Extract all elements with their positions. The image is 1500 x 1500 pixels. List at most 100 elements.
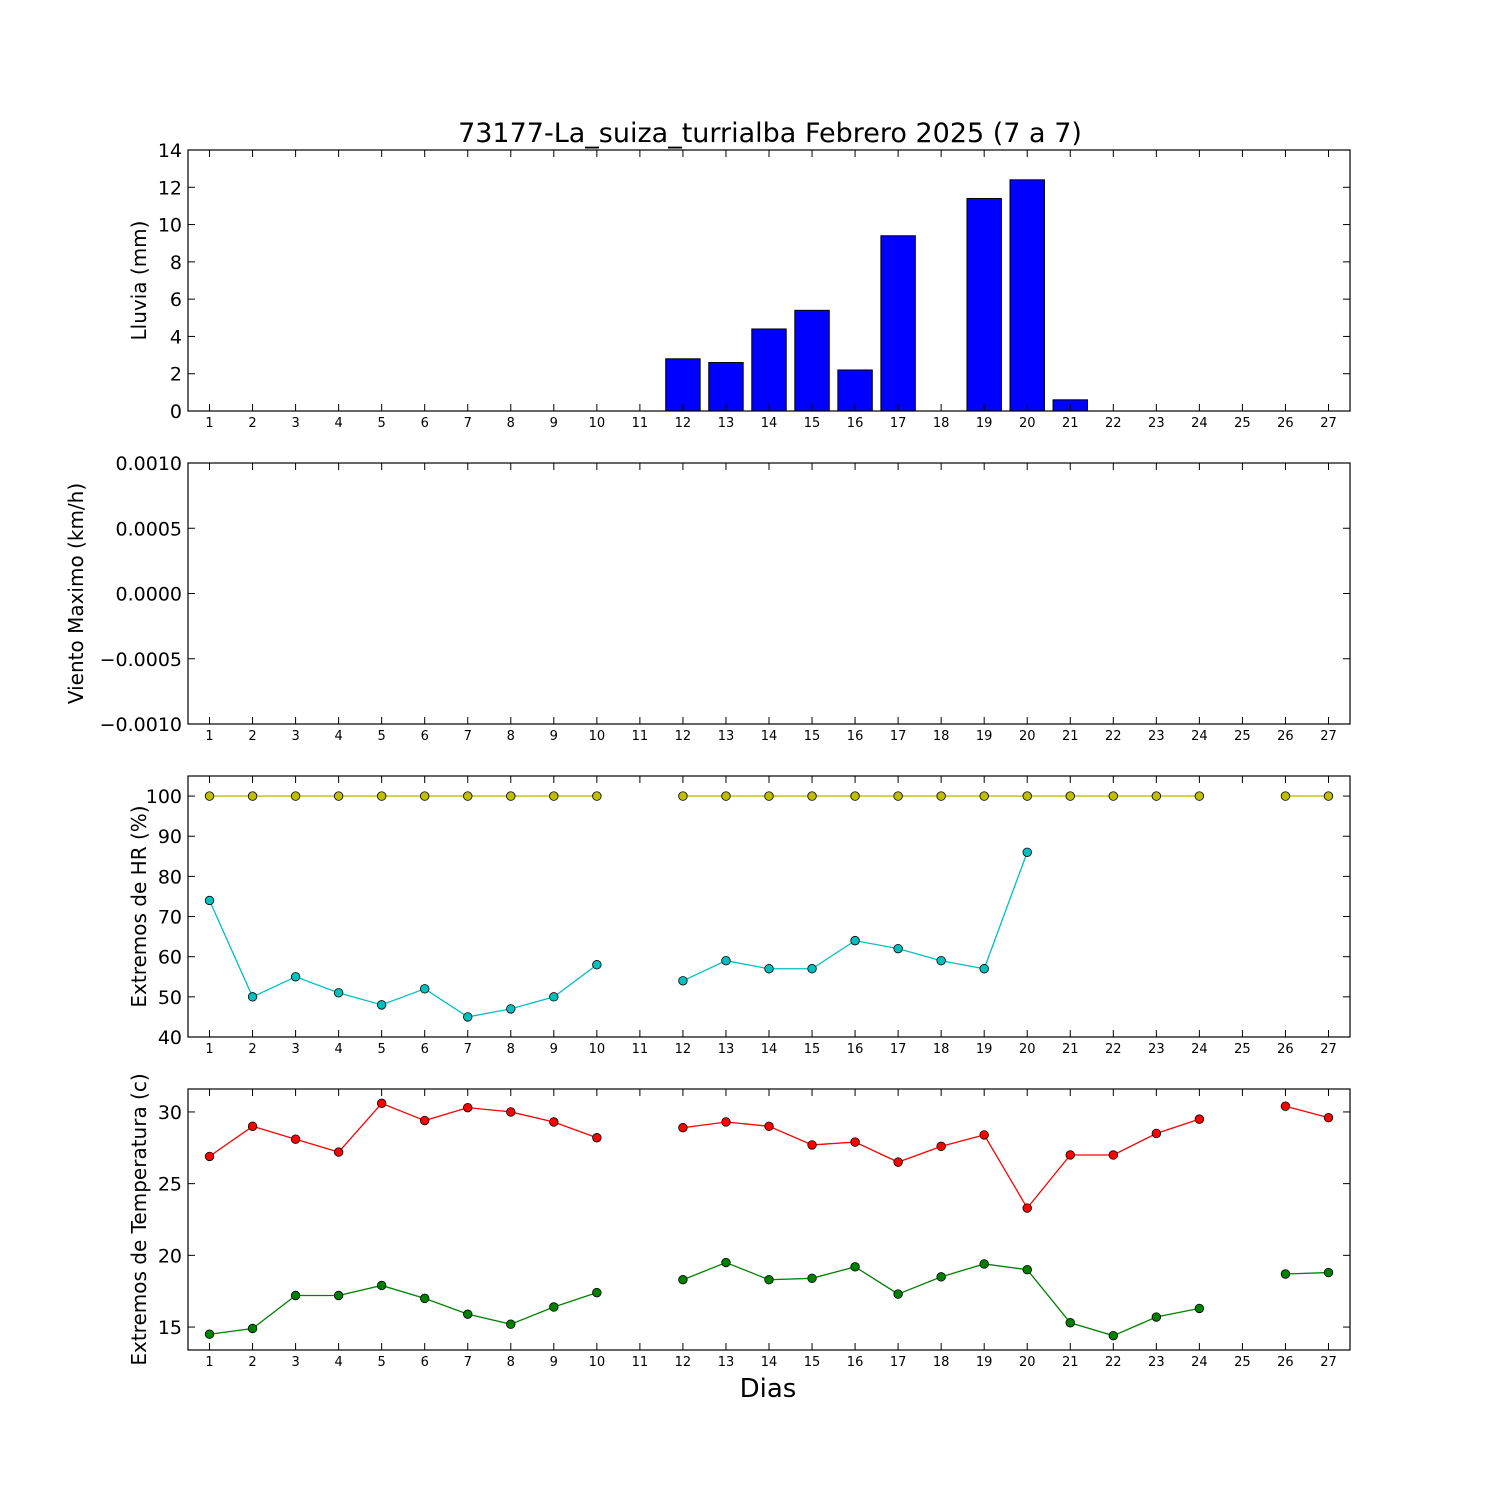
xtick-label-viento: 14: [761, 729, 778, 744]
xtick-label-temp: 5: [378, 1355, 386, 1370]
xtick-label-viento: 2: [248, 729, 256, 744]
xtick-label-viento: 10: [589, 729, 606, 744]
xtick-label-temp: 3: [291, 1355, 299, 1370]
point-temp-1-day-2: [247, 1323, 258, 1334]
xtick-label-viento: 25: [1234, 729, 1251, 744]
bar-day-15: [794, 309, 830, 412]
point-hr-1-day-17: [893, 943, 903, 954]
xtick-label-lluvia: 22: [1105, 416, 1122, 431]
ytick-label-hr: 80: [158, 866, 182, 888]
point-hr-1-day-3: [290, 972, 301, 982]
point-hr-1-day-8: [506, 1004, 516, 1014]
bar-day-14: [751, 328, 787, 412]
point-temp-0-day-3: [290, 1134, 301, 1144]
point-hr-0-day-16: [850, 791, 860, 801]
point-temp-1-day-3: [290, 1290, 301, 1301]
xtick-label-temp: 23: [1148, 1355, 1165, 1370]
point-temp-0-day-26: [1280, 1101, 1291, 1111]
point-hr-0-day-5: [376, 791, 387, 801]
point-hr-1-day-2: [247, 992, 258, 1002]
xtick-label-hr: 13: [718, 1042, 735, 1057]
xtick-label-hr: 8: [507, 1042, 515, 1057]
point-temp-0-day-5: [376, 1098, 387, 1109]
xtick-label-temp: 25: [1234, 1355, 1251, 1370]
point-temp-1-day-14: [764, 1275, 774, 1285]
xtick-label-temp: 2: [248, 1355, 256, 1370]
point-temp-1-day-12: [678, 1275, 688, 1285]
bar-day-20: [1009, 179, 1045, 412]
point-hr-1-day-9: [549, 992, 559, 1002]
point-temp-1-day-26: [1280, 1269, 1291, 1279]
xtick-label-temp: 1: [205, 1355, 213, 1370]
plot-frame-viento: [187, 462, 1351, 725]
ytick-label-viento: 0.0010: [116, 453, 182, 475]
point-temp-1-day-1: [204, 1329, 215, 1339]
ytick-label-temp: 25: [158, 1174, 182, 1196]
series-line-temp-0: [682, 1118, 1200, 1210]
xtick-label-temp: 11: [632, 1355, 649, 1370]
xtick-label-temp: 15: [804, 1355, 821, 1370]
xtick-label-lluvia: 14: [761, 416, 778, 431]
ytick-label-lluvia: 0: [170, 401, 182, 423]
xtick-label-lluvia: 18: [933, 416, 950, 431]
series-line-temp-0: [1285, 1105, 1329, 1119]
xtick-label-lluvia: 19: [976, 416, 993, 431]
xtick-label-viento: 9: [550, 729, 558, 744]
xtick-label-hr: 25: [1234, 1042, 1251, 1057]
point-temp-0-day-15: [807, 1140, 817, 1150]
xtick-label-hr: 27: [1320, 1042, 1337, 1057]
xtick-label-viento: 7: [464, 729, 472, 744]
ytick-label-hr: 40: [158, 1027, 182, 1049]
xtick-label-hr: 3: [291, 1042, 299, 1057]
xtick-label-hr: 19: [976, 1042, 993, 1057]
point-temp-1-day-10: [592, 1287, 602, 1298]
xtick-label-hr: 16: [847, 1042, 864, 1057]
xtick-label-viento: 1: [205, 729, 213, 744]
ytick-label-lluvia: 12: [158, 177, 182, 199]
point-temp-1-day-7: [463, 1309, 473, 1319]
xtick-label-lluvia: 24: [1191, 416, 1208, 431]
point-hr-0-day-23: [1151, 791, 1162, 801]
xtick-label-viento: 20: [1019, 729, 1036, 744]
point-hr-1-day-19: [979, 964, 989, 974]
xtick-label-temp: 4: [334, 1355, 342, 1370]
xtick-label-hr: 20: [1019, 1042, 1036, 1057]
point-temp-1-day-27: [1323, 1267, 1334, 1278]
xtick-label-viento: 18: [933, 729, 950, 744]
point-hr-1-day-10: [592, 960, 602, 970]
xtick-label-viento: 23: [1148, 729, 1165, 744]
point-hr-0-day-8: [506, 791, 516, 801]
xtick-label-lluvia: 13: [718, 416, 735, 431]
xtick-label-temp: 10: [589, 1355, 606, 1370]
point-temp-1-day-9: [549, 1302, 559, 1312]
xtick-label-viento: 21: [1062, 729, 1079, 744]
series-line-temp-0: [209, 1102, 598, 1157]
xtick-label-viento: 24: [1191, 729, 1208, 744]
xtick-label-hr: 6: [421, 1042, 429, 1057]
point-hr-0-day-3: [290, 791, 301, 801]
point-hr-0-day-7: [463, 791, 473, 801]
point-hr-1-day-20: [1022, 847, 1032, 857]
xtick-label-temp: 21: [1062, 1355, 1079, 1370]
xtick-label-viento: 19: [976, 729, 993, 744]
point-temp-1-day-21: [1065, 1318, 1075, 1328]
point-temp-0-day-23: [1151, 1128, 1162, 1139]
xtick-label-lluvia: 9: [550, 416, 558, 431]
xtick-label-lluvia: 3: [291, 416, 299, 431]
point-temp-0-day-7: [463, 1102, 473, 1113]
point-temp-0-day-6: [420, 1115, 430, 1126]
ytick-label-lluvia: 8: [170, 252, 182, 274]
xtick-label-hr: 10: [589, 1042, 606, 1057]
xtick-label-lluvia: 2: [248, 416, 256, 431]
point-hr-0-day-20: [1022, 791, 1032, 801]
point-temp-1-day-24: [1194, 1303, 1205, 1314]
xtick-label-lluvia: 15: [804, 416, 821, 431]
xtick-label-lluvia: 1: [205, 416, 213, 431]
series-line-hr-1: [208, 900, 598, 1018]
xtick-label-hr: 18: [933, 1042, 950, 1057]
xtick-label-hr: 12: [675, 1042, 692, 1057]
